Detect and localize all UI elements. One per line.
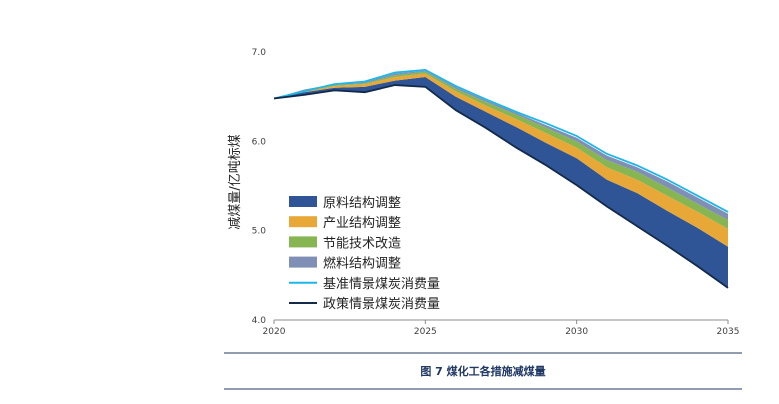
y-tick-label: 6.0 xyxy=(252,137,267,147)
y-axis-label: 减煤量/亿吨标煤 xyxy=(228,134,243,229)
x-tick-label: 2020 xyxy=(263,327,286,337)
y-tick-label: 7.0 xyxy=(252,48,267,58)
figure-caption: 图 7 煤化工各措施减煤量 xyxy=(420,364,545,378)
legend-label-5: 基准情景煤炭消费量 xyxy=(323,277,440,292)
x-tick-label: 2035 xyxy=(717,327,740,337)
legend-swatch-3 xyxy=(289,236,317,248)
y-tick-label: 4.0 xyxy=(252,316,267,326)
legend-label-6: 政策情景煤炭消费量 xyxy=(323,296,440,312)
x-tick-label: 2030 xyxy=(565,327,588,337)
series-line-2 xyxy=(273,84,729,289)
axes: 2020 2025 2030 2035 4.0 5.0 6.0 7.0 xyxy=(252,48,740,337)
legend-label-1: 原料结构调整 xyxy=(323,196,401,211)
y-tick-label: 5.0 xyxy=(252,227,267,237)
series-lines xyxy=(273,68,729,289)
legend-label-2: 产业结构调整 xyxy=(323,216,401,231)
x-tick-label: 2025 xyxy=(414,327,437,337)
legend-swatch-2 xyxy=(289,216,317,228)
legend: 原料结构调整产业结构调整节能技术改造燃料结构调整基准情景煤炭消费量政策情景煤炭消… xyxy=(289,196,440,312)
legend-label-3: 节能技术改造 xyxy=(323,236,401,251)
series-line-1 xyxy=(273,68,729,213)
legend-swatch-1 xyxy=(289,196,317,207)
legend-label-4: 燃料结构调整 xyxy=(323,256,401,272)
legend-swatch-4 xyxy=(289,256,317,268)
area-bands xyxy=(274,70,728,288)
